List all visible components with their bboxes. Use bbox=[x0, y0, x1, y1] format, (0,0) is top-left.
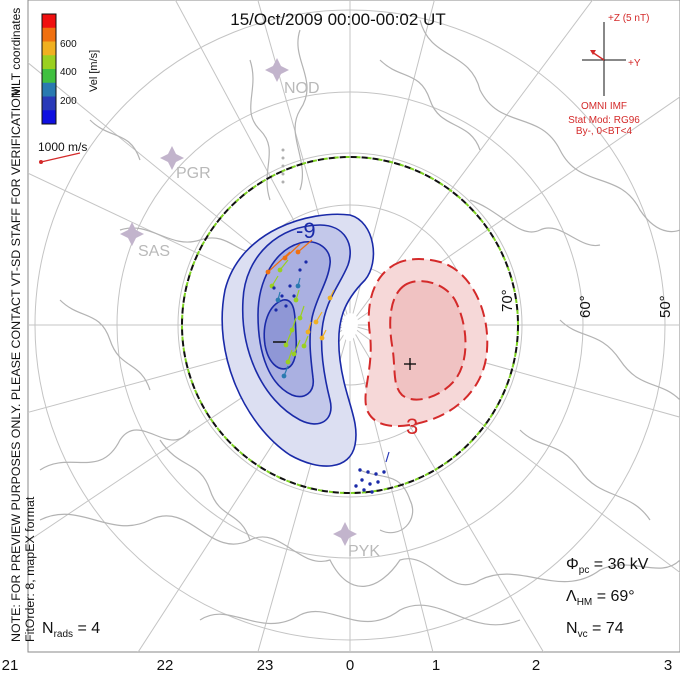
colorbar-cell bbox=[42, 96, 56, 111]
mlt-tick-0: 0 bbox=[346, 657, 354, 674]
svg-text:ΛHM = 69°: ΛHM = 69° bbox=[566, 588, 635, 608]
negative-potential-cell bbox=[221, 213, 375, 467]
imf-axis-label: +Y bbox=[628, 58, 641, 69]
station-marker-pyk bbox=[333, 522, 357, 546]
velocity-colorbar: 600 400 200 Vel [m/s] bbox=[41, 13, 100, 125]
colorbar-label: Vel [m/s] bbox=[88, 50, 100, 92]
mlt-tick-21: 21 bbox=[2, 657, 19, 674]
lambda-hm-value: 69° bbox=[610, 588, 634, 605]
station-markers bbox=[120, 58, 357, 546]
contour-label-positive: 3 bbox=[406, 414, 418, 439]
mlt-tick-23: 23 bbox=[257, 657, 274, 674]
imf-scale-label: +Z (5 nT) bbox=[608, 13, 649, 24]
colorbar-cell bbox=[42, 82, 56, 97]
contour-label-negative: -9 bbox=[296, 218, 316, 243]
mlt-tick-2: 2 bbox=[532, 657, 540, 674]
colorbar-cell bbox=[42, 69, 56, 84]
colorbar-cell bbox=[42, 27, 56, 42]
station-label-sas: SAS bbox=[138, 243, 170, 260]
latitude-label-60: 60° bbox=[577, 295, 594, 318]
mlt-tick-1: 1 bbox=[432, 657, 440, 674]
station-marker-nod bbox=[265, 58, 289, 82]
pole-gap bbox=[341, 313, 358, 342]
colorbar-tick-400: 400 bbox=[60, 67, 77, 78]
imf-source-label: OMNI IMF bbox=[581, 101, 627, 112]
colorbar-tick-600: 600 bbox=[60, 39, 77, 50]
map-title: 15/Oct/2009 00:00-00:02 UT bbox=[230, 10, 445, 29]
colorbar-cell bbox=[42, 41, 56, 56]
positive-potential-cell bbox=[364, 258, 489, 428]
imf-condition-label: By-, 0<BT<4 bbox=[576, 126, 633, 137]
latitude-label-50: 50° bbox=[657, 295, 674, 318]
station-label-pgr: PGR bbox=[176, 165, 211, 182]
imf-dial: +Z (5 nT) +Y OMNI IMF Stat Mod: RG96 By-… bbox=[568, 13, 649, 137]
latitude-label-70: 70° bbox=[499, 289, 516, 312]
station-marker-pgr bbox=[160, 146, 184, 170]
mlt-tick-3: 3 bbox=[664, 657, 672, 674]
fit-order-label: FitOrder: 8, mapEX format bbox=[23, 496, 37, 642]
reference-vector: 1000 m/s bbox=[38, 140, 87, 164]
colorbar-cell bbox=[42, 55, 56, 70]
hm-boundary-black bbox=[181, 156, 519, 494]
coordinate-system-label: MLT coordinates bbox=[9, 8, 23, 96]
mlt-axis: 21 22 23 0 1 2 3 bbox=[2, 657, 673, 674]
n-rads-value: 4 bbox=[91, 620, 100, 637]
colorbar-cell bbox=[42, 110, 56, 125]
colorbar-cell bbox=[42, 14, 56, 29]
station-label-nod: NOD bbox=[284, 80, 320, 97]
reference-vector-label: 1000 m/s bbox=[38, 140, 87, 154]
colorbar-tick-200: 200 bbox=[60, 96, 77, 107]
preview-disclaimer: NOTE: FOR PREVIEW PURPOSES ONLY. PLEASE … bbox=[9, 86, 23, 642]
coastlines bbox=[39, 19, 680, 626]
stat-model-label: Stat Mod: RG96 bbox=[568, 115, 640, 126]
station-label-pyk: PYK bbox=[348, 543, 380, 560]
station-marker-sas bbox=[120, 222, 144, 246]
n-vc-value: 74 bbox=[606, 620, 624, 637]
mlt-tick-22: 22 bbox=[157, 657, 174, 674]
velocity-vectors bbox=[265, 148, 390, 494]
phi-pc-value: 36 kV bbox=[608, 556, 649, 573]
